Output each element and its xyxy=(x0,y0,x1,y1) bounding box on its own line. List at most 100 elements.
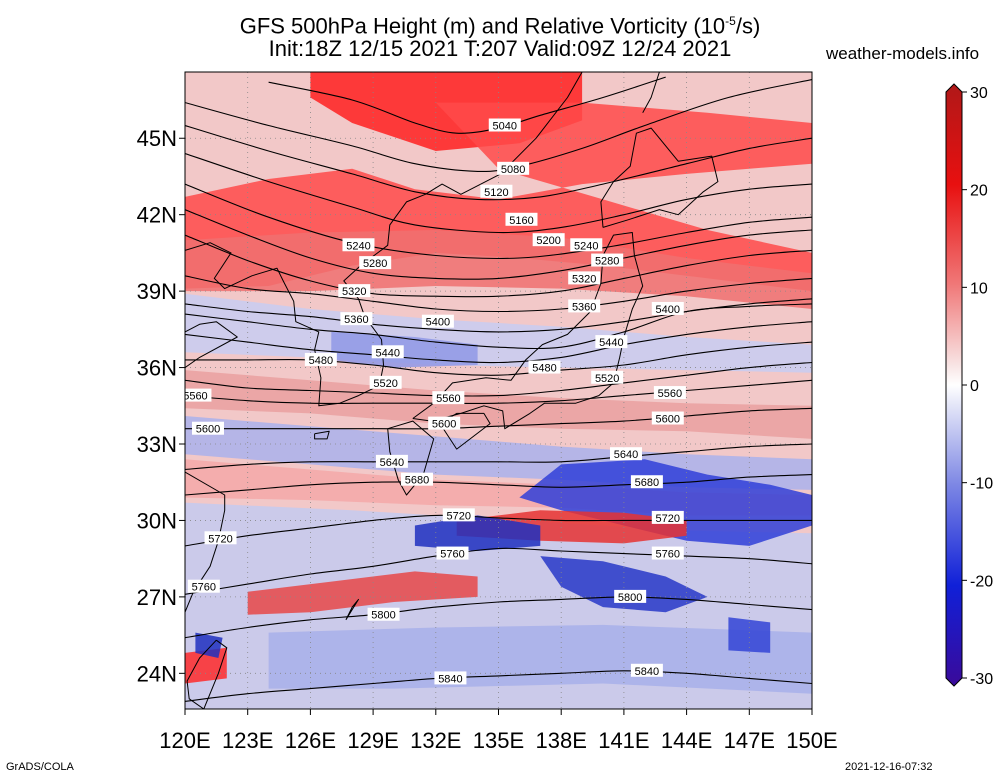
contour-label: 5040 xyxy=(493,121,517,133)
height-contour-line xyxy=(185,183,812,260)
contour-label-bg xyxy=(338,284,371,298)
lat-tick-label: 27N xyxy=(137,585,177,610)
contour-label: 5600 xyxy=(196,424,220,436)
height-contour-line xyxy=(185,209,812,280)
vorticity-region xyxy=(414,515,541,551)
contour-label: 5720 xyxy=(447,510,471,522)
lon-tick-label: 120E xyxy=(159,728,210,753)
contour-label-bg xyxy=(497,161,530,175)
height-contour-line xyxy=(185,321,812,364)
coastline-taiwan xyxy=(186,639,228,709)
contour-label: 5560 xyxy=(183,391,207,403)
height-contour-line xyxy=(185,379,812,404)
contour-label-bg xyxy=(204,531,237,545)
title-line1-text: GFS 500hPa Height (m) and Relative Vorti… xyxy=(239,13,726,39)
vorticity-region xyxy=(195,632,223,658)
lon-tick-label: 126E xyxy=(285,728,336,753)
contour-label: 5760 xyxy=(440,549,464,561)
contour-label-bg xyxy=(367,607,400,621)
footer-timestamp: 2021-12-16-07:32 xyxy=(845,761,933,773)
contour-label-bg xyxy=(488,118,521,132)
source-label: weather-models.info xyxy=(826,44,980,63)
colorbar-label: -30 xyxy=(970,671,993,688)
lat-tick-label: 30N xyxy=(137,508,177,533)
contour-label-bg xyxy=(369,375,402,389)
contour-label: 5400 xyxy=(426,317,450,329)
lon-tick-label: 132E xyxy=(410,728,461,753)
contour-label-bg xyxy=(505,212,538,226)
height-contour-line xyxy=(185,596,812,639)
coastline-japan-shikoku xyxy=(439,412,491,450)
contour-label-bg xyxy=(375,454,408,468)
contour-label-bg xyxy=(371,345,404,359)
contour-label: 5440 xyxy=(375,347,399,359)
title-exponent: -5 xyxy=(725,14,736,28)
footer-software: GrADS/COLA xyxy=(6,761,74,773)
contour-label: 5280 xyxy=(363,258,387,270)
lon-tick-label: 129E xyxy=(347,728,398,753)
colorbar: 30 20 10 0 -10 -20 -30 xyxy=(945,83,993,688)
coastline-ryukyu xyxy=(345,598,359,621)
contour-label: 5680 xyxy=(635,477,659,489)
contour-label-bg xyxy=(651,546,684,560)
height-contour-line xyxy=(185,670,812,702)
contour-label: 5600 xyxy=(656,414,680,426)
colorbar-label: 30 xyxy=(970,85,988,102)
contour-label: 5240 xyxy=(346,240,370,252)
contour-label-bg xyxy=(191,421,224,435)
contour-label-bg xyxy=(609,447,642,461)
contour-label: 5640 xyxy=(614,449,638,461)
contour-label-bg xyxy=(595,335,628,349)
contour-label: 5800 xyxy=(618,592,642,604)
contour-label-bg xyxy=(591,253,624,267)
title-line1-suffix: /s) xyxy=(735,13,761,39)
contour-label-bg xyxy=(630,475,663,489)
contour-label: 5280 xyxy=(595,256,619,268)
contour-label-bg xyxy=(651,301,684,315)
map-subtitle: Init:18Z 12/15 2021 T:207 Valid:09Z 12/2… xyxy=(268,36,732,61)
contour-label-bg xyxy=(651,411,684,425)
height-contour-line xyxy=(185,124,812,201)
contour-label-bg xyxy=(614,589,647,603)
contour-label-bg xyxy=(342,238,375,252)
contour-label: 5760 xyxy=(192,582,216,594)
lon-tick-label: 138E xyxy=(536,728,587,753)
lat-tick-label: 45N xyxy=(137,126,177,151)
height-contour-line xyxy=(185,275,812,313)
contour-label-bg xyxy=(340,312,373,326)
coastline-japan-hokkaido xyxy=(600,127,719,228)
contour-label: 5480 xyxy=(532,363,556,375)
contour-label-bg xyxy=(434,671,467,685)
contour-label-bg xyxy=(400,472,433,486)
vorticity-region xyxy=(519,459,812,546)
coastline-japan-honshu xyxy=(412,232,644,430)
lat-tick-label: 42N xyxy=(137,203,177,228)
height-contour-line xyxy=(185,514,812,547)
map-axes: 120E 123E 126E 129E 132E 135E 138E 141E 144E 147E… xyxy=(137,126,838,753)
lat-tick-label: 24N xyxy=(137,661,177,686)
contour-label-bg xyxy=(570,238,603,252)
height-contour-line xyxy=(185,152,812,234)
contour-label: 5800 xyxy=(371,610,395,622)
height-contour-line xyxy=(185,341,812,376)
contour-label: 5360 xyxy=(572,301,596,313)
contour-label: 5840 xyxy=(635,666,659,678)
vorticity-region xyxy=(268,624,812,694)
contour-label-bg xyxy=(653,386,686,400)
contour-label: 5520 xyxy=(595,373,619,385)
contour-label-bg xyxy=(436,546,469,560)
contour-label-bg xyxy=(591,370,624,384)
contour-label: 5320 xyxy=(342,286,366,298)
lon-tick-label: 150E xyxy=(786,728,837,753)
contour-label: 5600 xyxy=(432,419,456,431)
lat-tick-label: 33N xyxy=(137,432,177,457)
contour-label-bg xyxy=(528,360,561,374)
contour-label: 5200 xyxy=(536,235,560,247)
contour-label: 5720 xyxy=(656,513,680,525)
lon-tick-label: 144E xyxy=(661,728,712,753)
vorticity-region xyxy=(728,617,771,653)
contour-label: 5560 xyxy=(436,393,460,405)
lon-tick-label: 123E xyxy=(222,728,273,753)
